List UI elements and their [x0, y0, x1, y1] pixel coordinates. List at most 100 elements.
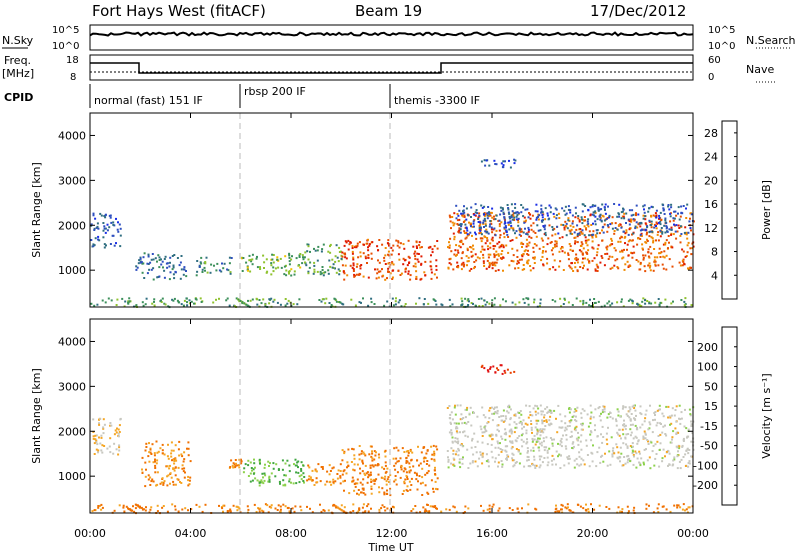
- power-cell: [351, 252, 354, 255]
- power-cell: [477, 298, 480, 300]
- power-cell: [637, 260, 640, 263]
- nsearch-label: N.Search: [746, 34, 796, 47]
- power-cell: [569, 230, 572, 233]
- velocity-cell: [453, 422, 456, 425]
- power-cell: [147, 255, 150, 258]
- power-cell: [539, 298, 542, 301]
- power-cell: [215, 298, 217, 301]
- power-cell: [613, 247, 616, 250]
- power-cell: [591, 240, 594, 243]
- velocity-cell: [415, 478, 418, 481]
- power-cell: [626, 260, 629, 263]
- power-cell: [172, 273, 175, 276]
- velocity-cell: [571, 416, 574, 418]
- velocity-cell: [566, 456, 569, 459]
- velocity-cell: [624, 428, 627, 431]
- power-cell: [195, 274, 198, 277]
- power-cell: [561, 246, 564, 249]
- velocity-cell: [371, 450, 373, 453]
- power-cell: [628, 209, 631, 212]
- velocity-cell: [494, 371, 497, 374]
- power-cell: [670, 226, 673, 229]
- velocity-cell: [358, 507, 361, 510]
- velocity-cell: [630, 431, 633, 434]
- power-cell: [582, 299, 585, 302]
- power-cell: [309, 261, 312, 264]
- velocity-cell: [535, 422, 538, 425]
- velocity-cell: [118, 444, 121, 447]
- velocity-cell: [432, 490, 435, 493]
- power-cell: [511, 247, 514, 250]
- power-cell: [684, 255, 687, 258]
- power-colorbar-tick-label: 12: [704, 222, 718, 235]
- velocity-cell: [231, 464, 234, 467]
- velocity-cell: [634, 418, 637, 421]
- power-cell: [452, 224, 455, 227]
- velocity-cell: [479, 451, 482, 454]
- velocity-cell: [419, 482, 422, 485]
- power-cell: [602, 231, 605, 234]
- power-cell: [517, 219, 519, 221]
- power-cell: [657, 264, 660, 267]
- velocity-cell: [510, 432, 513, 435]
- velocity-cell: [447, 460, 450, 463]
- velocity-cell: [323, 509, 326, 512]
- power-cell: [344, 240, 347, 243]
- velocity-cell: [476, 465, 479, 468]
- velocity-cell: [457, 440, 460, 443]
- velocity-cell: [631, 452, 634, 454]
- velocity-cell: [339, 508, 342, 511]
- power-cell: [644, 215, 647, 218]
- power-cell: [614, 227, 617, 229]
- velocity-cell: [560, 508, 562, 511]
- velocity-cell: [518, 412, 521, 414]
- power-cell: [617, 267, 620, 270]
- velocity-cell: [611, 449, 614, 452]
- velocity-cell: [546, 464, 549, 467]
- velocity-cell: [606, 464, 609, 467]
- power-cell: [491, 239, 494, 242]
- velocity-cell: [567, 457, 570, 460]
- velocity-cell: [374, 454, 377, 457]
- power-cell: [115, 304, 118, 306]
- power-cell: [381, 268, 383, 271]
- velocity-cell: [672, 430, 675, 433]
- power-cell: [650, 215, 653, 218]
- power-cell: [587, 222, 590, 225]
- velocity-cell: [362, 488, 365, 491]
- power-cell: [667, 247, 669, 250]
- velocity-cell: [351, 447, 354, 450]
- power-cell: [182, 273, 185, 276]
- velocity-cell: [343, 452, 346, 455]
- velocity-cell: [470, 446, 473, 449]
- velocity-cell: [610, 436, 613, 439]
- velocity-cell: [115, 431, 118, 434]
- power-cell: [484, 236, 487, 239]
- power-cell: [646, 300, 649, 302]
- power-cell: [167, 305, 170, 308]
- power-cell: [479, 231, 482, 234]
- power-cell: [164, 255, 167, 258]
- power-cell: [373, 303, 376, 305]
- velocity-cell: [274, 507, 277, 510]
- velocity-cell: [652, 444, 655, 447]
- velocity-cell: [502, 420, 505, 423]
- power-cell: [241, 302, 244, 305]
- velocity-cell: [466, 406, 469, 409]
- power-y-label: Slant Range [km]: [30, 162, 43, 258]
- power-cell: [508, 159, 510, 162]
- power-cell: [578, 232, 581, 235]
- velocity-cell: [662, 448, 665, 451]
- power-cell: [590, 224, 593, 226]
- velocity-heatmap: [91, 364, 695, 515]
- velocity-cell: [682, 503, 685, 506]
- power-cell: [659, 235, 662, 238]
- power-cell: [549, 241, 552, 244]
- velocity-cell: [102, 427, 105, 430]
- power-cell: [616, 228, 619, 231]
- velocity-cell: [393, 480, 396, 483]
- power-cell: [669, 215, 672, 218]
- power-cell: [567, 217, 570, 220]
- power-cell: [520, 258, 523, 261]
- power-cell: [656, 256, 659, 259]
